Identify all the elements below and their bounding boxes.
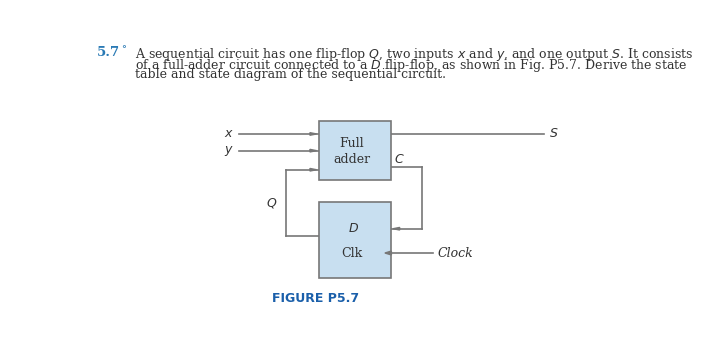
Text: 5.7: 5.7: [97, 46, 119, 59]
Polygon shape: [310, 149, 317, 152]
Text: Clock: Clock: [438, 246, 473, 259]
Text: FIGURE P5.7: FIGURE P5.7: [272, 292, 360, 305]
Polygon shape: [385, 251, 391, 255]
Text: $S$: $S$: [549, 127, 559, 140]
Text: adder: adder: [333, 153, 370, 166]
Text: $y$: $y$: [224, 144, 233, 158]
Bar: [320, 202, 391, 278]
Text: table and state diagram of the sequential circuit.: table and state diagram of the sequentia…: [135, 68, 446, 81]
Polygon shape: [310, 133, 317, 135]
Polygon shape: [310, 169, 317, 171]
Bar: [320, 121, 391, 181]
Text: $C$: $C$: [394, 153, 405, 166]
Polygon shape: [393, 227, 400, 230]
Text: Full: Full: [340, 137, 364, 150]
Text: A sequential circuit has one flip-flop $Q$, two inputs $x$ and $y$, and one outp: A sequential circuit has one flip-flop $…: [135, 46, 694, 63]
Text: Clk: Clk: [341, 246, 363, 259]
Text: °: °: [122, 45, 127, 55]
Text: of a full-adder circuit connected to a $D$ flip-flop, as shown in Fig. P5.7. Der: of a full-adder circuit connected to a $…: [135, 57, 687, 74]
Text: $D$: $D$: [348, 222, 360, 235]
Text: $x$: $x$: [224, 127, 233, 140]
Text: $Q$: $Q$: [267, 196, 277, 210]
